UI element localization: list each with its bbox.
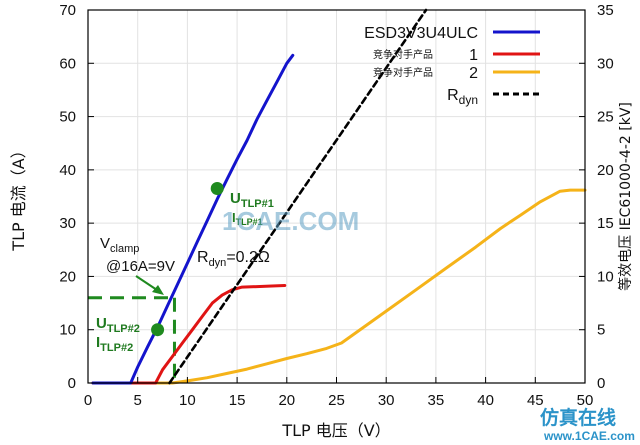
- x-tick-label: 30: [378, 392, 395, 409]
- legend-label-0: ESD3V3U4ULC: [364, 25, 478, 42]
- x-tick-label: 45: [527, 392, 544, 409]
- y-tick-label: 50: [59, 109, 76, 126]
- legend-label-num-1: 1: [469, 47, 478, 64]
- y2-tick-label: 5: [597, 322, 605, 339]
- series-line-0: [91, 53, 295, 385]
- series-line-1: [91, 284, 287, 385]
- x-tick-label: 0: [84, 392, 92, 409]
- x-axis-title: TLP 电压（V）: [281, 421, 390, 440]
- marker-0: [210, 182, 224, 196]
- series-line-3: [168, 8, 428, 385]
- x-tick-label: 25: [328, 392, 345, 409]
- x-tick-label: 40: [477, 392, 494, 409]
- vclamp-arrow-head: [152, 285, 164, 295]
- legend-label-sub: dyn: [459, 93, 478, 107]
- marker-1: [151, 323, 165, 337]
- series-layer: [91, 8, 587, 385]
- vclamp-label: Vclamp: [100, 235, 139, 255]
- y-tick-label: 60: [59, 55, 76, 72]
- tick-labels: 0 5 10 15 20 25 30 35 40 45 5001020304050607005101…: [59, 2, 613, 409]
- legend-label-num-2: 2: [469, 65, 478, 82]
- legend: ESD3V3U4ULC 竞争对手产品 1 竞争对手产品 2 Rdyn: [364, 25, 540, 107]
- y2-tick-label: 15: [597, 215, 614, 232]
- legend-label-cn-2: 竞争对手产品: [373, 66, 433, 79]
- x-tick-label: 20: [278, 392, 295, 409]
- x-tick-label: 10: [179, 392, 196, 409]
- y-axis-title: TLP 电流（A）: [9, 142, 28, 251]
- y2-tick-label: 30: [597, 55, 614, 72]
- y-tick-label: 40: [59, 162, 76, 179]
- watermark-cn: 仿真在线: [540, 406, 616, 429]
- x-tick-label: 50: [577, 392, 594, 409]
- x-tick-label: 15: [229, 392, 246, 409]
- legend-label-3: Rdyn: [447, 87, 478, 107]
- marker-layer: [151, 182, 224, 337]
- y-tick-label: 0: [68, 375, 76, 392]
- tlp2-voltage-label: UTLP#2: [96, 315, 140, 335]
- watermark-center: 1CAE.COM: [222, 206, 359, 236]
- series-line-2: [91, 188, 587, 385]
- tlp1-current-label: ITLP#1: [232, 210, 263, 227]
- y-tick-label: 20: [59, 268, 76, 285]
- y2-tick-label: 0: [597, 375, 605, 392]
- tlp2-current-label: ITLP#2: [96, 334, 133, 354]
- vclamp-value: @16A=9V: [106, 258, 175, 275]
- y2-tick-label: 35: [597, 2, 614, 19]
- legend-label-cn-1: 竞争对手产品: [373, 48, 433, 61]
- y2-tick-label: 20: [597, 162, 614, 179]
- clamp-guide-lines: [88, 296, 176, 383]
- y-tick-label: 10: [59, 322, 76, 339]
- rdyn-label: Rdyn=0.2Ω: [197, 249, 270, 269]
- watermark-url: www.1CAE.com: [543, 429, 635, 443]
- y2-axis-title: 等效电压 IEC61000-4-2 [kV]: [617, 102, 634, 291]
- y-tick-label: 30: [59, 215, 76, 232]
- x-tick-label: 5: [134, 392, 142, 409]
- y2-tick-label: 25: [597, 109, 614, 126]
- x-tick-label: 35: [428, 392, 445, 409]
- y2-tick-label: 10: [597, 268, 614, 285]
- tlp1-voltage-label: UTLP#1: [230, 190, 274, 210]
- y-tick-label: 70: [59, 2, 76, 19]
